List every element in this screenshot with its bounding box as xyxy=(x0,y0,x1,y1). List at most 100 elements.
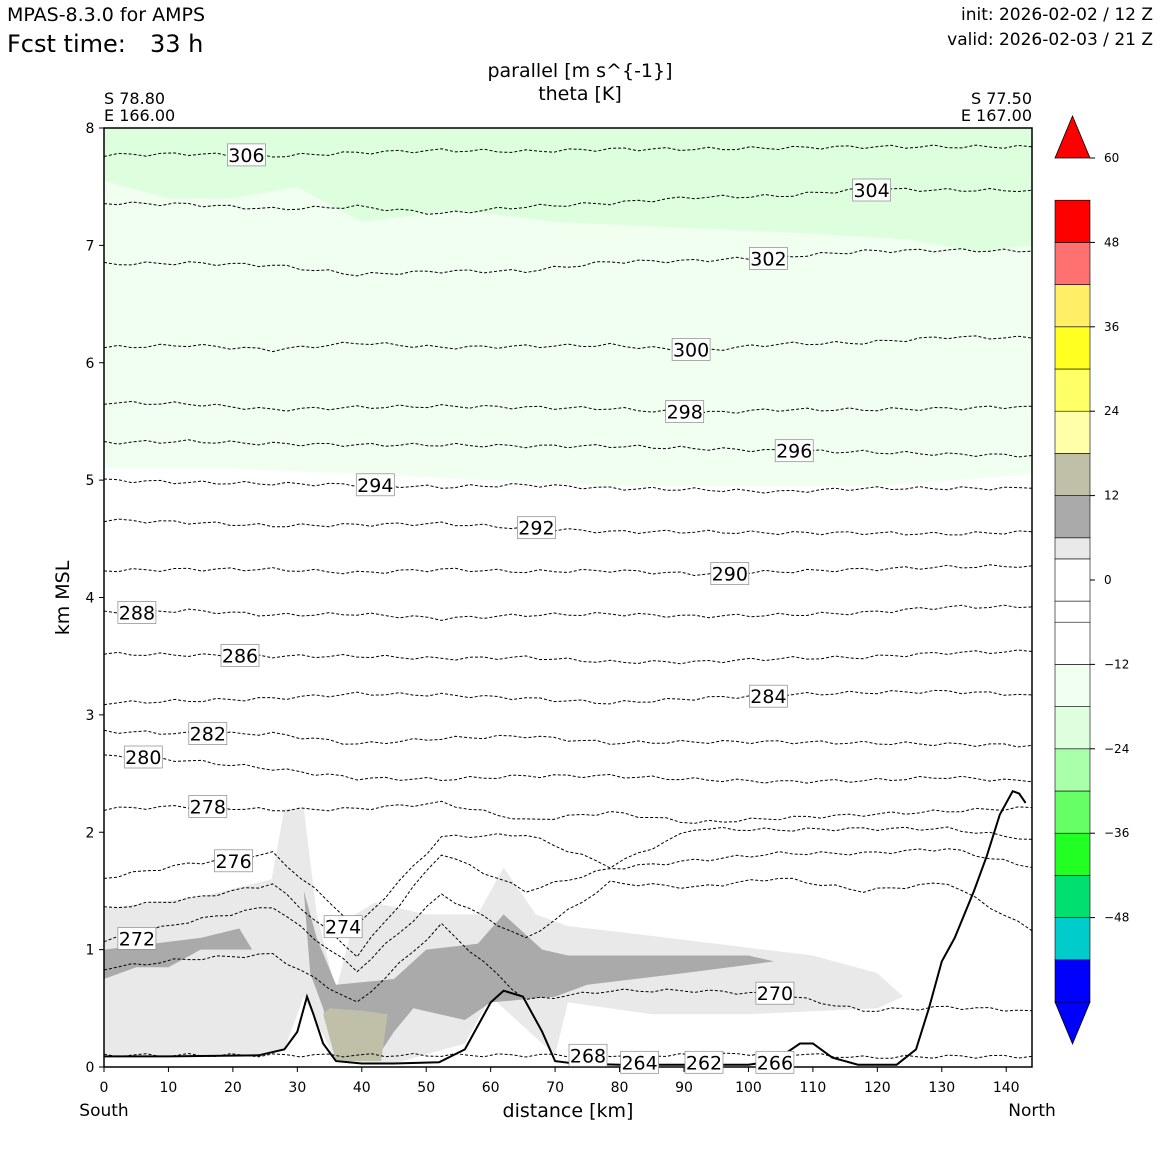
colorbar-segment xyxy=(1054,875,1091,918)
theta-label-text: 272 xyxy=(119,928,155,950)
theta-label-box xyxy=(755,981,795,1005)
south-label: South xyxy=(79,1101,129,1121)
theta-contour-270 xyxy=(104,922,1032,1012)
colorbar-extend-max xyxy=(1054,114,1091,159)
colorbar-tick-label: −36 xyxy=(1104,826,1129,840)
theta-label-box xyxy=(684,1050,724,1074)
theta-label-box xyxy=(620,1050,659,1074)
north-label: North xyxy=(1008,1101,1056,1121)
theta-label-box xyxy=(214,849,253,873)
colorbar-tick-label: 48 xyxy=(1104,235,1119,249)
x-tick-label: 70 xyxy=(546,1080,564,1096)
theta-label-text: 268 xyxy=(570,1045,606,1067)
x-tick-label: 110 xyxy=(800,1080,827,1096)
y-tick-label: 2 xyxy=(86,825,95,841)
x-tick-label: 90 xyxy=(675,1080,693,1096)
theta-label-306: 306 xyxy=(227,143,266,167)
theta-label-290: 290 xyxy=(710,562,750,586)
colorbar-tick-label: −12 xyxy=(1104,657,1129,671)
colorbar-segment xyxy=(1054,410,1091,454)
theta-label-294: 294 xyxy=(355,473,395,497)
theta-label-304: 304 xyxy=(852,178,891,202)
theta-label-box xyxy=(355,473,395,497)
fcst-time-label: Fcst time: xyxy=(7,30,126,58)
x-tick-label: 50 xyxy=(417,1080,435,1096)
colorbar-tick-label: 36 xyxy=(1104,320,1119,334)
chart-title: parallel [m s^{-1}] xyxy=(487,60,673,82)
theta-label-box xyxy=(517,516,556,540)
wind-band-tan xyxy=(323,1008,388,1062)
theta-label-box xyxy=(749,247,788,270)
x-tick-label: 80 xyxy=(611,1080,629,1096)
theta-label-box xyxy=(852,178,891,202)
theta-label-box xyxy=(117,601,157,624)
theta-label-text: 288 xyxy=(119,602,155,624)
colorbar-segment xyxy=(1054,326,1091,370)
colorbar-segment xyxy=(1054,621,1091,665)
theta-contour-282 xyxy=(104,729,1032,748)
theta-label-266: 266 xyxy=(755,1050,795,1074)
colorbar-segment xyxy=(1054,832,1091,876)
theta-label-box xyxy=(710,562,750,585)
theta-label-box xyxy=(665,400,705,423)
colorbar-segment xyxy=(1054,748,1091,792)
theta-label-286: 286 xyxy=(220,644,260,668)
y-tick-label: 0 xyxy=(86,1060,95,1076)
theta-contour-276 xyxy=(104,826,1032,926)
colorbar-segment xyxy=(1054,537,1091,560)
theta-label-text: 284 xyxy=(750,686,786,708)
theta-label-box xyxy=(117,927,157,950)
theta-label-text: 292 xyxy=(518,518,554,540)
theta-label-274: 274 xyxy=(323,915,363,939)
theta-label-text: 302 xyxy=(750,248,786,270)
colorbar-segment xyxy=(1054,368,1091,412)
colorbar-segment xyxy=(1054,495,1091,539)
left-lat: S 78.80 xyxy=(104,89,166,108)
y-tick-label: 8 xyxy=(86,121,95,137)
colorbar-segment xyxy=(1054,242,1091,285)
theta-label-text: 304 xyxy=(853,180,889,202)
theta-contour-284 xyxy=(104,689,1032,706)
theta-label-264: 264 xyxy=(620,1050,659,1074)
right-lat: S 77.50 xyxy=(970,89,1032,108)
theta-label-270: 270 xyxy=(755,981,795,1005)
theta-label-text: 298 xyxy=(667,402,703,424)
theta-label-298: 298 xyxy=(665,400,705,424)
wind-band-green-top xyxy=(104,128,1032,252)
theta-contour-280 xyxy=(104,754,1032,784)
x-tick-label: 20 xyxy=(224,1080,242,1096)
wind-band-gray-dark-center xyxy=(303,890,775,1062)
x-axis-label: distance [km] xyxy=(502,1100,634,1122)
theta-label-box xyxy=(227,143,266,167)
colorbar-segment xyxy=(1054,706,1091,750)
theta-label-280: 280 xyxy=(123,745,163,769)
fcst-time-value: 33 h xyxy=(150,30,204,58)
theta-label-box xyxy=(671,338,711,361)
theta-label-276: 276 xyxy=(214,849,253,873)
theta-label-text: 290 xyxy=(712,564,748,586)
y-tick-label: 7 xyxy=(86,238,95,254)
theta-contour-272 xyxy=(104,877,1032,973)
theta-contour-300 xyxy=(104,335,1032,353)
x-tick-label: 10 xyxy=(160,1080,178,1096)
theta-contour-296 xyxy=(104,439,1032,458)
theta-label-302: 302 xyxy=(749,247,788,270)
colorbar-segment xyxy=(1054,600,1091,623)
colorbar-tick-label: 60 xyxy=(1104,151,1119,165)
x-tick-label: 100 xyxy=(735,1080,762,1096)
init-time: init: 2026-02-02 / 12 Z xyxy=(960,5,1153,25)
colorbar-segment xyxy=(1054,664,1091,707)
theta-label-268: 268 xyxy=(568,1043,608,1067)
theta-label-292: 292 xyxy=(517,516,556,540)
theta-contour-268 xyxy=(104,1051,1032,1059)
theta-contour-292 xyxy=(104,518,1032,536)
theta-label-box xyxy=(755,1050,795,1074)
model-title: MPAS-8.3.0 for AMPS xyxy=(7,4,206,26)
theta-label-text: 264 xyxy=(621,1052,657,1074)
theta-label-text: 266 xyxy=(757,1052,793,1074)
x-tick-label: 130 xyxy=(928,1080,955,1096)
theta-label-262: 262 xyxy=(684,1050,724,1074)
colorbar-tick-label: −24 xyxy=(1104,742,1129,756)
x-tick-label: 40 xyxy=(353,1080,371,1096)
